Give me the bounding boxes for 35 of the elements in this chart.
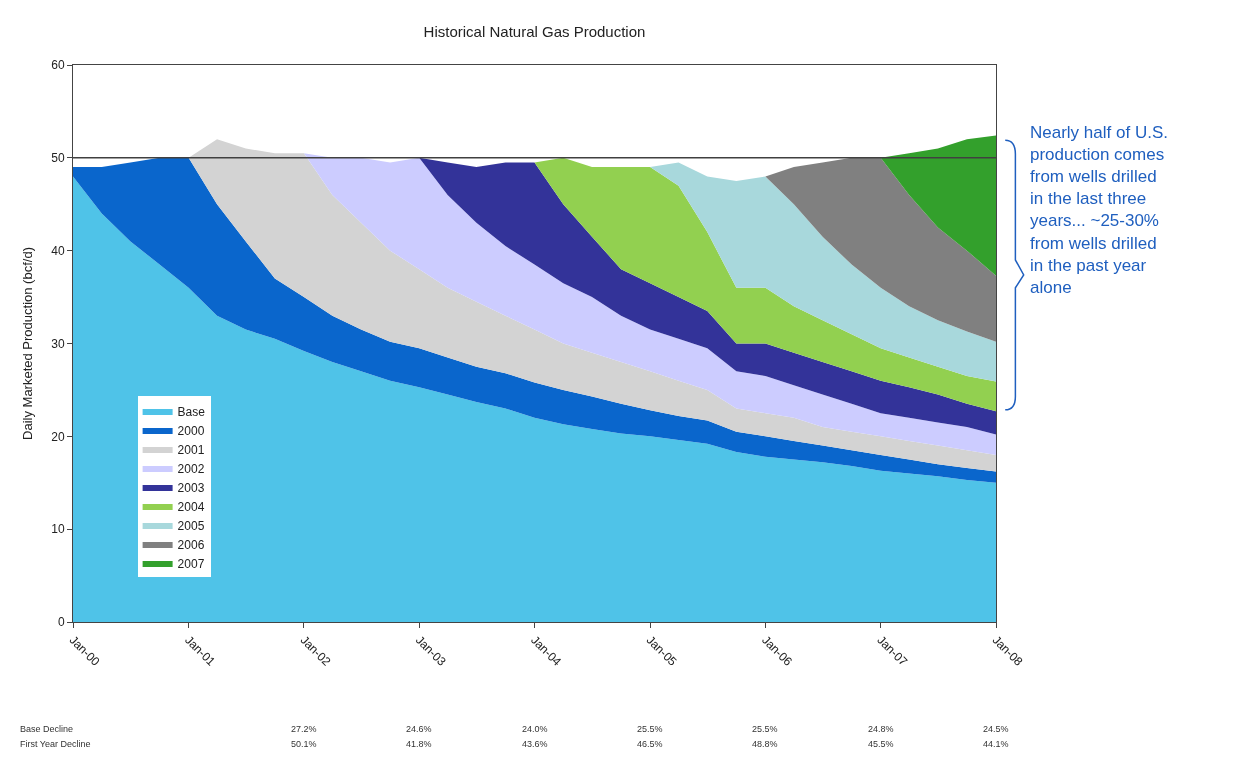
text: 24.6%	[406, 724, 432, 734]
legend-label: Base	[177, 404, 206, 419]
text: 41.8%	[406, 739, 432, 749]
text: 24.0%	[522, 724, 548, 734]
legend-label: 2006	[177, 537, 205, 552]
text: 25.5%	[752, 724, 778, 734]
text: Nearly half of U.S. production comes from wells drilled in the last three years... ~25-30% from wells drilled in the past year alone	[1030, 123, 1168, 297]
legend-label: 2002	[177, 461, 205, 476]
legend-label: 2000	[177, 423, 205, 438]
y-axis-title: Daily Marketed Production (bcf/d)	[20, 247, 36, 440]
legend-label: 2003	[177, 480, 205, 495]
chart-title: Historical Natural Gas Production	[423, 23, 646, 41]
legend-label: 2007	[177, 556, 205, 571]
text: 45.5%	[868, 739, 894, 749]
y-tick-label: 10	[51, 522, 65, 537]
text: 43.6%	[522, 739, 548, 749]
y-tick-label: 60	[51, 58, 65, 73]
y-tick-label: 40	[51, 243, 65, 258]
y-tick-label: 0	[57, 615, 65, 630]
text: 25.5%	[637, 724, 663, 734]
legend-label: 2001	[177, 442, 205, 457]
legend-label: 2004	[177, 499, 205, 514]
text: 50.1%	[291, 739, 317, 749]
text: Base Decline	[20, 724, 74, 734]
text: 44.1%	[983, 739, 1009, 749]
y-tick-label: 50	[51, 151, 65, 166]
legend-label: 2005	[177, 518, 205, 533]
text: 24.8%	[868, 724, 894, 734]
text: 24.5%	[983, 724, 1009, 734]
text: 27.2%	[291, 724, 317, 734]
text: First Year Decline	[20, 739, 91, 749]
text: 46.5%	[637, 739, 663, 749]
y-tick-label: 30	[51, 336, 65, 351]
text: 48.8%	[752, 739, 778, 749]
y-tick-label: 20	[51, 429, 65, 444]
